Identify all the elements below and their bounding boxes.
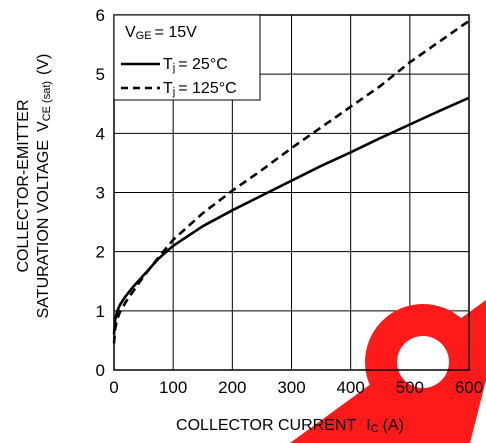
x-tick-label: 100 <box>159 378 187 397</box>
plot-frame <box>113 14 470 371</box>
y-axis-title-line1: COLLECTOR-EMITTER <box>15 99 32 272</box>
x-tick-label: 500 <box>396 378 424 397</box>
watermark <box>290 300 486 443</box>
x-axis-title: COLLECTOR CURRENT IC (A) <box>176 417 404 435</box>
watermark-shape-circle-hole <box>397 336 449 388</box>
y-tick-label: 1 <box>96 302 105 321</box>
y-tick-label: 6 <box>96 6 105 25</box>
series-line-25c <box>112 96 470 335</box>
legend-box <box>113 14 261 101</box>
x-tick-label: 200 <box>218 378 246 397</box>
legend-condition: VGE = 15V <box>125 24 197 42</box>
y-tick-label: 2 <box>96 243 105 262</box>
series-layer <box>112 19 470 344</box>
x-tick-label: 600 <box>455 378 483 397</box>
series-line-125c <box>112 19 470 344</box>
y-axis-title-line2: SATURATION VOLTAGEVCE (sat)(V) <box>35 54 53 319</box>
y-tick-label: 4 <box>96 124 105 143</box>
x-tick-label: 400 <box>336 378 364 397</box>
legend-entry-25c: Tj = 25°C <box>163 56 228 74</box>
x-tick-label: 300 <box>277 378 305 397</box>
legend: VGE = 15V Tj = 25°C Tj = 125°C <box>113 14 261 101</box>
legend-entry-125c: Tj = 125°C <box>163 80 237 98</box>
y-tick-label: 3 <box>96 184 105 203</box>
tick-labels: 0 100 200 300 400 500 600 0 1 2 3 4 5 6 <box>96 6 484 397</box>
y-tick-label: 0 <box>96 361 105 380</box>
x-tick-label: 0 <box>109 378 118 397</box>
y-tick-label: 5 <box>96 65 105 84</box>
